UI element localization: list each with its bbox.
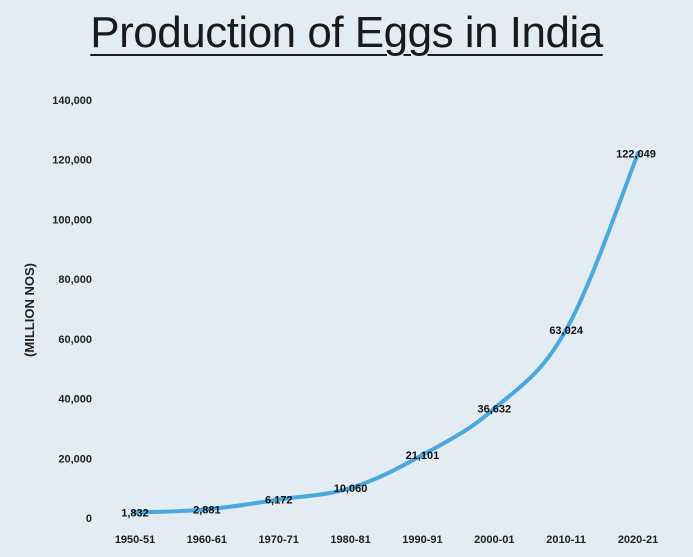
y-tick-label: 60,000 bbox=[58, 334, 92, 346]
x-tick-label: 2000-01 bbox=[474, 534, 514, 546]
data-label: 21,101 bbox=[406, 450, 440, 462]
data-point bbox=[132, 510, 138, 516]
data-label: 122,049 bbox=[616, 149, 656, 161]
x-tick-label: 2010-11 bbox=[546, 534, 586, 546]
data-point bbox=[419, 452, 425, 458]
chart-title: Production of Eggs in India bbox=[90, 8, 603, 57]
data-label: 36,632 bbox=[477, 404, 511, 416]
data-point bbox=[204, 506, 210, 512]
data-point bbox=[635, 151, 641, 157]
data-label: 10,060 bbox=[334, 483, 368, 495]
y-tick-label: 140,000 bbox=[52, 95, 92, 107]
data-label: 2,881 bbox=[193, 504, 221, 516]
data-label: 63,024 bbox=[549, 325, 584, 337]
y-axis-title: (MILLION NOS) bbox=[22, 263, 37, 357]
data-points bbox=[132, 151, 641, 516]
data-label: 1,832 bbox=[121, 508, 149, 520]
series-line bbox=[133, 151, 640, 515]
x-tick-label: 1970-71 bbox=[259, 534, 299, 546]
y-tick-label: 40,000 bbox=[58, 394, 92, 406]
y-tick-label: 80,000 bbox=[58, 274, 92, 286]
data-point bbox=[563, 327, 569, 333]
y-tick-label: 120,000 bbox=[52, 155, 92, 167]
data-labels: 1,832 2,881 6,172 10,060 21,101 36,632 63,024 1… bbox=[121, 149, 656, 520]
data-point bbox=[276, 497, 282, 503]
x-tick-label: 1980-81 bbox=[330, 534, 370, 546]
x-tick-label: 1960-61 bbox=[187, 534, 227, 546]
x-tick-label: 2020-21 bbox=[618, 534, 658, 546]
data-point bbox=[348, 485, 354, 491]
y-tick-label: 100,000 bbox=[52, 214, 92, 226]
y-axis-ticks: 0 20,000 40,000 60,000 80,000 100,000 120,000 1… bbox=[52, 95, 92, 525]
data-label: 6,172 bbox=[265, 495, 293, 507]
series-line-group bbox=[133, 151, 640, 515]
y-tick-label: 20,000 bbox=[58, 453, 92, 465]
x-tick-label: 1950-51 bbox=[115, 534, 155, 546]
x-tick-label: 1990-91 bbox=[402, 534, 442, 546]
x-axis-ticks: 1950-51 1960-61 1970-71 1980-81 1990-91 2000-… bbox=[115, 534, 658, 546]
y-tick-label: 0 bbox=[86, 513, 92, 525]
data-point bbox=[491, 406, 497, 412]
